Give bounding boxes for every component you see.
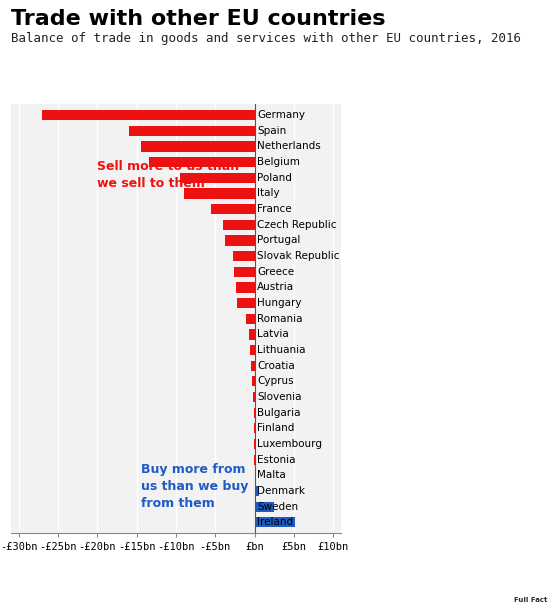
Text: Malta: Malta — [257, 470, 286, 481]
Text: Slovenia: Slovenia — [257, 392, 302, 402]
Text: Finland: Finland — [257, 424, 295, 433]
Bar — [148, 157, 255, 167]
Text: Italy: Italy — [257, 188, 280, 199]
Text: Ireland: Ireland — [257, 517, 294, 527]
Text: Trade with other EU countries: Trade with other EU countries — [11, 9, 386, 29]
Bar — [180, 173, 255, 183]
Bar — [253, 392, 255, 402]
Text: Czech Republic: Czech Republic — [257, 220, 337, 230]
Bar — [252, 376, 255, 386]
Text: Balance of trade in goods and services with other EU countries, 2016: Balance of trade in goods and services w… — [11, 32, 521, 45]
Text: Spain: Spain — [257, 126, 287, 136]
Text: Austria: Austria — [257, 283, 294, 292]
Bar — [254, 424, 255, 433]
Bar — [246, 314, 255, 324]
Polygon shape — [478, 559, 547, 612]
Text: Portugal: Portugal — [257, 235, 301, 245]
Text: Hungary: Hungary — [257, 298, 302, 308]
Text: Sell more to us than
we sell to them: Sell more to us than we sell to them — [97, 159, 240, 189]
Text: Office for National Statistics, The Pink Book 2017, Table 9.3: Office for National Statistics, The Pink… — [63, 581, 482, 590]
Bar — [236, 283, 255, 292]
Text: Greece: Greece — [257, 267, 294, 277]
Text: France: France — [257, 204, 292, 214]
Bar — [255, 517, 295, 527]
Text: Sweden: Sweden — [257, 501, 299, 512]
Bar — [255, 486, 258, 496]
Text: Buy more from
us than we buy
from them: Buy more from us than we buy from them — [141, 463, 248, 510]
Bar — [184, 188, 255, 199]
Bar — [234, 267, 255, 277]
Text: Slovak Republic: Slovak Republic — [257, 251, 340, 261]
Text: Latvia: Latvia — [257, 329, 289, 340]
Bar — [42, 110, 255, 120]
Bar — [254, 408, 255, 418]
Text: Luxembourg: Luxembourg — [257, 439, 322, 449]
Bar — [211, 204, 255, 214]
Text: Estonia: Estonia — [257, 455, 296, 465]
Bar — [251, 360, 255, 371]
Text: Bulgaria: Bulgaria — [257, 408, 301, 417]
Bar — [250, 345, 255, 355]
Bar — [129, 126, 255, 136]
Bar — [141, 142, 255, 151]
Bar — [225, 235, 255, 246]
Text: Cyprus: Cyprus — [257, 376, 294, 386]
Text: Lithuania: Lithuania — [257, 345, 306, 355]
Text: Netherlands: Netherlands — [257, 142, 321, 151]
Bar — [223, 219, 255, 230]
Text: Germany: Germany — [257, 110, 305, 120]
Bar — [254, 439, 255, 449]
Bar — [233, 251, 255, 261]
Bar — [249, 329, 255, 340]
Text: Full Fact: Full Fact — [514, 597, 547, 603]
Text: Source:: Source: — [12, 581, 60, 590]
Text: Croatia: Croatia — [257, 360, 295, 371]
Text: Belgium: Belgium — [257, 157, 300, 167]
Text: Poland: Poland — [257, 173, 292, 183]
Bar — [255, 501, 274, 512]
Bar — [237, 298, 255, 308]
Text: Denmark: Denmark — [257, 486, 305, 496]
Text: Romania: Romania — [257, 314, 303, 324]
